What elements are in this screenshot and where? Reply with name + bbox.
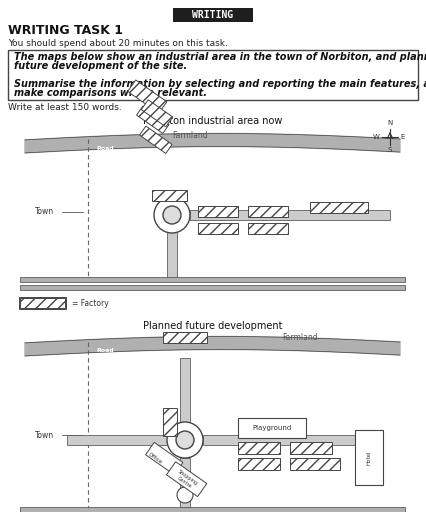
Circle shape [177,487,193,503]
Bar [67,435,167,445]
Text: WRITING TASK 1: WRITING TASK 1 [8,24,123,36]
Text: WRITING: WRITING [193,10,233,20]
Bar [137,106,169,134]
Bar [141,100,173,127]
Bar [190,210,390,220]
Bar [128,80,167,113]
Text: Road: Road [96,145,114,151]
Bar [146,442,183,475]
Bar [173,8,253,22]
Text: Norbiton industrial area now: Norbiton industrial area now [143,116,283,126]
Bar [203,435,358,445]
Text: Office: Office [147,451,163,465]
Text: Planned future development: Planned future development [143,321,283,331]
Circle shape [167,422,203,458]
Text: S: S [388,147,392,153]
Text: Hotel: Hotel [366,450,371,465]
Text: future development of the site.: future development of the site. [14,61,187,71]
Bar [163,408,177,436]
Bar [167,462,207,497]
Bar [238,442,280,454]
Bar [140,126,172,154]
Text: Town: Town [35,207,55,217]
Bar [163,332,207,343]
Polygon shape [25,336,400,356]
Polygon shape [25,134,400,153]
Text: Summarise the information by selecting and reporting the main features, and: Summarise the information by selecting a… [14,79,426,89]
Bar [290,442,332,454]
Bar [248,223,288,234]
Bar [198,206,238,217]
Bar [198,223,238,234]
Text: Farmland: Farmland [282,333,318,343]
Bar [238,418,306,438]
Bar [8,50,418,100]
Bar [290,458,340,470]
Bar [20,507,405,512]
Bar [180,358,190,440]
Text: Shopping
Centre: Shopping Centre [173,469,199,491]
Bar [19,297,66,309]
Bar [167,215,177,280]
Text: Road: Road [96,349,114,353]
Bar [238,458,280,470]
Text: W: W [373,134,380,140]
Bar [152,190,187,201]
Bar [310,202,368,213]
Bar [359,463,379,481]
Text: The maps below show an industrial area in the town of Norbiton, and planned: The maps below show an industrial area i… [14,52,426,62]
Bar [248,206,288,217]
Text: You should spend about 20 minutes on this task.: You should spend about 20 minutes on thi… [8,38,228,48]
Circle shape [163,206,181,224]
Bar [20,285,405,290]
Bar [180,458,190,510]
Bar [355,430,383,485]
Text: N: N [387,120,393,126]
Bar [20,277,405,282]
Text: E: E [400,134,404,140]
Text: Playground: Playground [252,425,292,431]
Text: Write at least 150 words.: Write at least 150 words. [8,103,122,113]
Text: Farmland: Farmland [172,131,208,139]
Text: make comparisons where relevant.: make comparisons where relevant. [14,88,207,98]
Text: Town: Town [35,431,55,439]
Bar [20,298,65,308]
Text: = Factory: = Factory [72,298,109,308]
Circle shape [176,431,194,449]
Circle shape [154,197,190,233]
